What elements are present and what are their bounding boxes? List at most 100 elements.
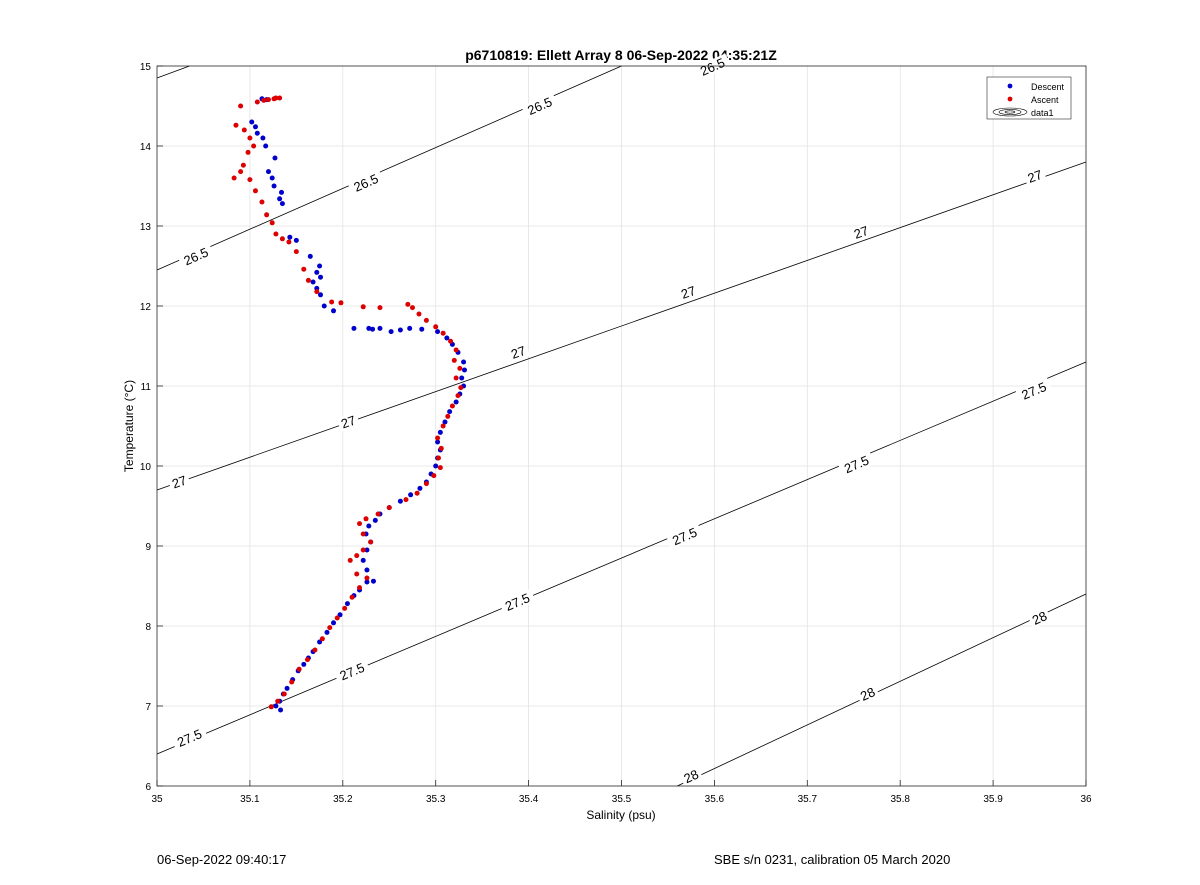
descent-data-point xyxy=(314,269,320,275)
descent-data-point xyxy=(444,335,450,341)
descent-data-point xyxy=(453,399,459,405)
descent-data-point xyxy=(321,303,327,309)
descent-data-point xyxy=(364,547,370,553)
descent-data-point xyxy=(372,517,378,523)
ascent-data-point xyxy=(451,357,457,363)
ascent-data-point xyxy=(403,497,409,503)
descent-data-point xyxy=(324,629,330,635)
ascent-data-point xyxy=(423,481,429,487)
ascent-data-point xyxy=(433,324,439,330)
legend-descent-label: Descent xyxy=(1031,82,1065,92)
ascent-data-point xyxy=(377,305,383,311)
ascent-data-point xyxy=(247,135,253,141)
ascent-data-point xyxy=(261,97,267,103)
contour-label-gap xyxy=(521,92,559,120)
descent-data-point xyxy=(271,183,277,189)
legend-box xyxy=(986,76,1072,120)
contour-label: 27 xyxy=(679,283,698,302)
descent-data-point xyxy=(461,359,467,365)
descent-data-point xyxy=(366,523,372,529)
contour-label-gap xyxy=(171,724,208,752)
data-points xyxy=(231,95,467,713)
descent-data-point xyxy=(318,292,324,298)
ascent-data-point xyxy=(440,423,446,429)
descent-data-point xyxy=(370,578,376,584)
descent-data-point xyxy=(397,498,403,504)
contour-label: 28 xyxy=(858,684,877,704)
ascent-data-point xyxy=(449,403,455,409)
legend-contour-icon xyxy=(992,107,1028,117)
contour-label-gap xyxy=(347,169,385,197)
ascent-data-point xyxy=(231,175,237,181)
ascent-data-point xyxy=(453,375,459,381)
contour-line-27 xyxy=(156,161,1087,491)
contour-label-gap xyxy=(666,523,704,550)
contour-label-gap xyxy=(838,451,875,478)
descent-data-point xyxy=(307,253,313,259)
y-tick-label: 12 xyxy=(140,302,152,313)
ascent-data-point xyxy=(455,393,461,399)
ascent-data-point xyxy=(275,698,281,704)
ascent-data-point xyxy=(327,625,333,631)
ascent-data-point xyxy=(435,435,441,441)
ascent-data-point xyxy=(273,95,279,101)
ascent-data-point xyxy=(360,304,366,310)
descent-data-point xyxy=(318,274,324,280)
y-tick-label: 6 xyxy=(145,782,151,793)
contour-label: 28 xyxy=(1030,608,1049,628)
density-contours: 26.526.526.526.527272727272727.527.527.5… xyxy=(156,53,1087,787)
ascent-data-point xyxy=(286,239,292,245)
legend-data1-label: data1 xyxy=(1031,108,1054,118)
series-ascent xyxy=(231,95,464,710)
x-tick-label: 35.8 xyxy=(890,794,910,805)
ascent-data-point xyxy=(273,231,279,237)
descent-data-point xyxy=(377,325,383,331)
contour-label: 27 xyxy=(170,473,189,492)
ascent-data-point xyxy=(360,547,366,553)
descent-data-point xyxy=(459,375,465,381)
descent-data-point xyxy=(364,579,370,585)
ascent-data-point xyxy=(360,531,366,537)
descent-data-point xyxy=(351,325,357,331)
ascent-data-point xyxy=(264,212,270,218)
descent-data-point xyxy=(344,601,350,607)
ascent-data-point xyxy=(445,413,451,419)
descent-data-point xyxy=(388,329,394,335)
ascent-data-point xyxy=(279,236,285,242)
descent-data-point xyxy=(265,169,271,175)
x-tick-label: 35.1 xyxy=(240,794,260,805)
ascent-data-point xyxy=(349,594,355,600)
ascent-data-point xyxy=(281,691,287,697)
ascent-data-point xyxy=(233,122,239,128)
descent-data-point xyxy=(269,175,275,181)
ascent-data-point xyxy=(448,338,454,344)
ascent-data-point xyxy=(238,103,244,109)
descent-data-point xyxy=(249,119,255,125)
contour-label-gap xyxy=(1023,166,1047,187)
ascent-data-point xyxy=(252,188,258,194)
ascent-data-point xyxy=(375,511,381,517)
x-tick-label: 35.5 xyxy=(612,794,632,805)
descent-data-point xyxy=(397,327,403,333)
x-tick-label: 35.2 xyxy=(333,794,353,805)
contour-label: 27 xyxy=(339,413,358,432)
ascent-data-point xyxy=(386,505,392,511)
descent-data-point xyxy=(287,234,293,240)
chart-title: p6710819: Ellett Array 8 06-Sep-2022 04:… xyxy=(465,47,777,63)
ascent-data-point xyxy=(457,365,463,371)
contour-label-gap xyxy=(336,412,361,432)
y-tick-label: 15 xyxy=(140,62,152,73)
ascent-data-point xyxy=(409,305,415,311)
footer-instrument-info: SBE s/n 0231, calibration 05 March 2020 xyxy=(714,852,951,867)
ascent-data-point xyxy=(437,465,443,471)
descent-data-point xyxy=(435,439,441,445)
ascent-data-point xyxy=(304,657,310,663)
ascent-data-point xyxy=(293,249,299,255)
x-tick-label: 35.4 xyxy=(519,794,539,805)
descent-data-point xyxy=(279,201,285,207)
ascent-data-point xyxy=(329,299,335,305)
ascent-data-point xyxy=(438,445,444,451)
descent-data-point xyxy=(273,703,279,709)
descent-data-point xyxy=(331,308,337,314)
